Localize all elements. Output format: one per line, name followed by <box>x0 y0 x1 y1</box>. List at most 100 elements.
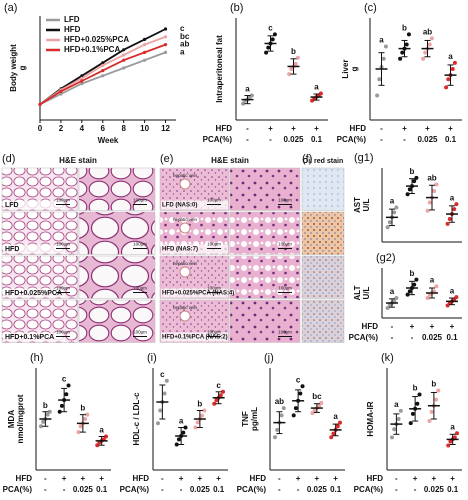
row-label: HFD <box>362 322 379 331</box>
scale-label: 100μm <box>207 286 221 291</box>
y-axis-unit: U/L <box>362 198 371 211</box>
group-label: HFD+0.1%PCA (NAS:2) <box>162 335 228 341</box>
data-point <box>452 60 457 65</box>
series-point <box>163 27 168 31</box>
row-label: PCA(%) <box>3 485 33 494</box>
data-point <box>434 284 439 289</box>
data-point <box>183 425 188 430</box>
row-label: HFD <box>133 474 150 483</box>
row-cell: - <box>161 485 164 494</box>
sig-letter: a <box>390 287 395 296</box>
panel-label: (b) <box>230 2 243 14</box>
sig-letter: bc <box>312 392 322 401</box>
row-cell: + <box>198 474 203 483</box>
sig-letter: b <box>410 167 415 176</box>
row-cell: + <box>333 474 338 483</box>
label-backdrop <box>3 200 65 210</box>
sig-letter: a <box>390 197 395 206</box>
panel-label: (f) <box>302 153 312 165</box>
series-point <box>122 48 126 52</box>
data-point <box>78 424 83 429</box>
row-cell: 0.025 <box>422 333 443 342</box>
data-point <box>434 182 439 187</box>
data-point <box>434 397 439 402</box>
data-point <box>45 412 50 417</box>
histology-image <box>229 299 301 343</box>
row-cell: 0.1 <box>330 485 342 494</box>
y-axis-label: HDL-c / LDL-c <box>132 392 141 445</box>
row-cell: - <box>395 474 398 483</box>
row-label: PCA(%) <box>354 485 384 494</box>
row-cell: - <box>180 485 183 494</box>
y-axis-label: AST <box>353 197 362 213</box>
x-tick-label: 12 <box>161 124 170 133</box>
sig-letter: ab <box>275 397 284 406</box>
sig-letter: b <box>402 23 407 32</box>
data-point <box>396 417 401 421</box>
row-cell: + <box>291 124 296 133</box>
label-backdrop <box>3 332 65 342</box>
sig-letter: b <box>413 384 418 393</box>
data-point <box>414 175 419 180</box>
data-point <box>425 296 430 300</box>
scale-label: 100μm <box>278 242 292 247</box>
data-point <box>195 420 200 425</box>
data-point <box>407 289 412 294</box>
panel-label: (k) <box>381 352 394 364</box>
row-cell: + <box>413 474 418 483</box>
group-label: HFD (NAS:7) <box>162 247 198 253</box>
histology-image <box>229 211 301 255</box>
panel-label: (g1) <box>354 152 374 164</box>
data-point <box>331 431 336 436</box>
data-point <box>59 403 64 408</box>
data-point <box>454 295 459 300</box>
label-backdrop <box>161 244 228 254</box>
row-cell: + <box>410 322 415 331</box>
histology-image <box>229 255 301 299</box>
data-point <box>76 430 81 435</box>
data-point <box>47 409 52 414</box>
row-cell: + <box>430 322 435 331</box>
row-label: PCA(%) <box>349 333 379 342</box>
label-backdrop <box>161 200 228 210</box>
row-cell: 0.025 <box>307 485 328 494</box>
histology-image <box>78 255 156 299</box>
y-axis-unit: pg/mL <box>250 407 259 431</box>
data-point <box>425 208 430 213</box>
legend-label: HFD+0.025%PCA <box>64 35 129 44</box>
series-point <box>38 102 42 106</box>
panel-label: (h) <box>30 352 43 364</box>
data-point <box>162 391 167 396</box>
row-cell: 0.025 <box>417 135 438 144</box>
data-point <box>287 72 292 77</box>
panel-label: (j) <box>264 352 274 364</box>
x-tick-label: 0 <box>38 124 43 133</box>
series-point <box>101 69 105 73</box>
vein-label: hepatic vein <box>173 173 198 178</box>
series-point <box>101 74 105 78</box>
row-cell: 0.1 <box>446 333 458 342</box>
data-point <box>317 403 322 408</box>
sig-letter: b <box>431 380 436 389</box>
sig-letter: c <box>160 370 165 379</box>
sig-letter: bc <box>180 32 190 41</box>
scale-label: 100μm <box>133 330 147 335</box>
data-point <box>392 210 397 215</box>
panel-label: (a) <box>4 2 17 14</box>
data-point <box>392 427 397 432</box>
histology-image <box>301 255 345 299</box>
row-cell: + <box>402 124 407 133</box>
data-point <box>293 61 298 66</box>
data-point <box>291 413 296 418</box>
data-point <box>212 401 217 406</box>
label-backdrop <box>161 332 228 342</box>
series-point <box>163 43 168 47</box>
data-point <box>432 189 437 194</box>
sig-letter: ab <box>427 174 436 183</box>
data-point <box>410 411 415 416</box>
row-cell: 0.1 <box>96 485 108 494</box>
data-point <box>387 220 392 225</box>
label-backdrop <box>3 244 65 254</box>
panel-label: (e) <box>160 153 173 165</box>
stain-label: H&E stain <box>59 156 97 165</box>
